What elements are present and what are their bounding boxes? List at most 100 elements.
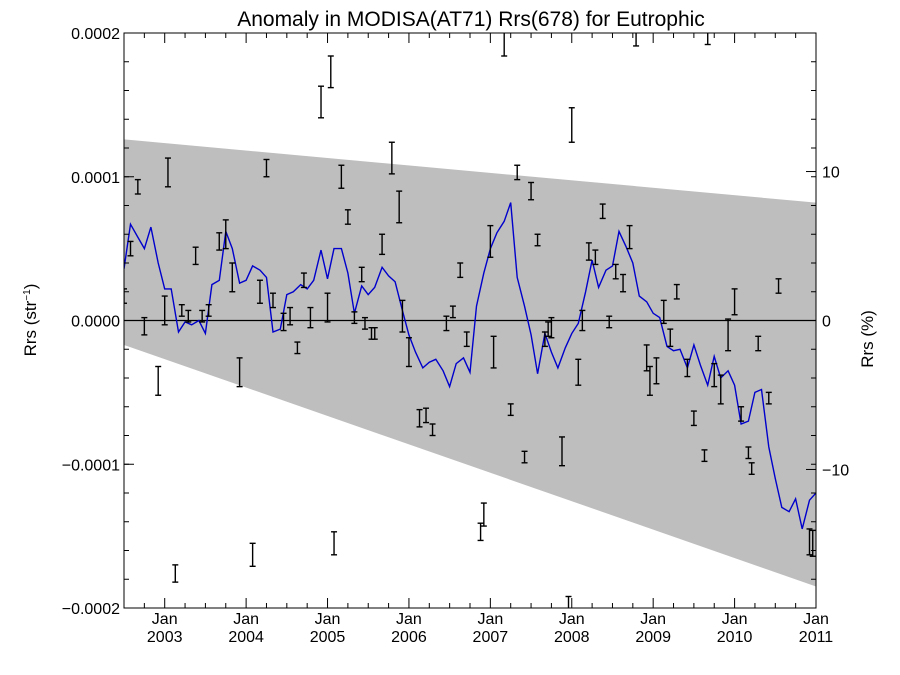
errorbar-point: [178, 303, 185, 317]
errorbar-point: [477, 522, 484, 542]
errorbar-point: [490, 335, 497, 369]
errorbar-point: [748, 462, 755, 476]
errorbar-point: [222, 219, 229, 250]
x-tick-year: 2003: [147, 629, 183, 646]
errorbar-point: [545, 321, 552, 338]
errorbar-point: [690, 410, 697, 427]
errorbar-point: [633, 33, 640, 47]
errorbar-point: [521, 450, 528, 464]
errorbar-point: [653, 357, 660, 385]
errorbar-point: [738, 406, 745, 422]
errorbar-point: [269, 292, 276, 309]
errorbar-point: [205, 303, 212, 317]
errorbar-point: [164, 157, 171, 188]
y-axis-label-close: ): [21, 284, 40, 290]
errorbar-point: [449, 305, 456, 319]
errorbar-point: [534, 233, 541, 247]
errorbar-point: [480, 502, 487, 527]
x-tick-year: 2004: [228, 629, 264, 646]
uncertainty-band: [124, 139, 816, 587]
errorbar-point: [396, 190, 403, 224]
errorbar-point: [558, 436, 565, 467]
errorbar-point: [809, 529, 816, 557]
x-tick-month: Jan: [396, 611, 422, 628]
errorbar-point: [371, 326, 378, 340]
errorbar-point: [673, 283, 680, 300]
errorbar-point: [344, 209, 351, 225]
errorbar-point: [294, 341, 301, 355]
errorbar-point: [327, 55, 334, 89]
errorbar-point: [161, 295, 168, 326]
errorbar-point: [307, 306, 314, 329]
errorbar-point: [300, 272, 307, 289]
x-tick-month: Jan: [640, 611, 666, 628]
errorbar-point: [599, 203, 606, 220]
x-tick-year: 2007: [473, 629, 509, 646]
y-tick-label: −0.0002: [62, 601, 120, 618]
errorbar-point: [351, 311, 358, 325]
errorbar-point: [236, 357, 243, 388]
errorbar-point: [487, 224, 494, 258]
errorbar-point: [379, 233, 386, 256]
errorbar-point: [141, 316, 148, 336]
errorbar-point: [318, 85, 325, 119]
errorbar-point: [592, 249, 599, 266]
errorbar-point: [388, 141, 395, 175]
errorbar-point: [606, 315, 613, 329]
errorbar-point: [755, 335, 762, 352]
errorbar-point: [704, 33, 711, 46]
errorbar-point: [249, 542, 256, 568]
x-tick-month: Jan: [233, 611, 259, 628]
y2-axis-label: Rrs (%): [858, 310, 877, 368]
x-tick-year: 2010: [717, 629, 753, 646]
errorbar-point: [358, 266, 365, 283]
errorbar-point: [192, 246, 199, 266]
x-tick-month: Jan: [152, 611, 178, 628]
x-tick-year: 2011: [799, 629, 834, 646]
errorbar-point: [643, 344, 650, 372]
errorbar-point: [806, 528, 813, 556]
errorbar-point: [185, 309, 192, 323]
errorbar-point: [660, 299, 667, 325]
errorbar-point: [541, 331, 548, 348]
errorbar-point: [579, 309, 586, 332]
errorbar-point: [463, 331, 470, 348]
x-tick-month: Jan: [722, 611, 748, 628]
errorbar-point: [127, 240, 134, 257]
errorbar-point: [725, 318, 732, 352]
errorbar-point: [338, 164, 345, 189]
errorbar-point: [155, 365, 162, 396]
errorbar-point: [717, 374, 724, 405]
y-axis-label: Rrs (str−1): [21, 284, 40, 357]
y2-tick-label: 0: [822, 314, 831, 331]
errorbar-point: [263, 158, 270, 178]
errorbar-point: [287, 306, 294, 326]
errorbar-point: [124, 288, 127, 304]
errorbar-point: [172, 564, 179, 583]
errorbar-point: [423, 407, 430, 424]
errorbar-point: [765, 391, 772, 405]
errorbar-point: [280, 312, 287, 332]
errorbar-point: [507, 403, 514, 417]
x-tick-month: Jan: [559, 611, 585, 628]
errorbar-point: [457, 262, 464, 279]
errorbar-point: [416, 408, 423, 428]
errorbar-point: [548, 316, 555, 339]
x-tick-year: 2005: [310, 629, 346, 646]
errorbar-point: [405, 337, 412, 368]
errorbar-point: [331, 531, 338, 556]
errorbar-point: [514, 164, 521, 181]
y-tick-label: 0.0001: [71, 170, 120, 187]
errorbar-point: [585, 242, 592, 261]
errorbar-point: [429, 423, 436, 437]
x-tick-month: Jan: [803, 611, 829, 628]
y-axis-label-base: Rrs (str: [21, 300, 40, 356]
x-tick-month: Jan: [477, 611, 503, 628]
errorbar-point: [216, 232, 223, 251]
errorbar-point: [134, 178, 141, 195]
y-tick-label: 0.0002: [71, 26, 120, 43]
errorbar-point: [667, 328, 674, 348]
errorbar-point: [229, 262, 236, 293]
x-tick-year: 2009: [635, 629, 671, 646]
